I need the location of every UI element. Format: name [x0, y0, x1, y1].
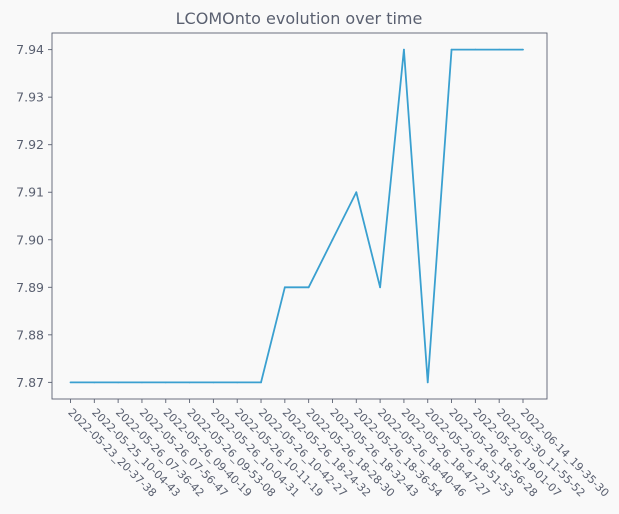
- data-point: [522, 48, 524, 51]
- data-point: [69, 381, 72, 384]
- y-tick-label: 7.87: [16, 375, 44, 390]
- series-line: [70, 48, 523, 384]
- data-point: [93, 381, 96, 384]
- data-point: [260, 381, 262, 384]
- plot-frame: [51, 32, 548, 400]
- data-point: [236, 381, 239, 384]
- y-tick-label: 7.92: [16, 137, 44, 152]
- data-point: [212, 381, 215, 384]
- data-point: [188, 381, 191, 384]
- data-point: [331, 238, 334, 241]
- y-tick-label: 7.88: [16, 327, 44, 342]
- data-point: [355, 191, 358, 194]
- data-point: [426, 381, 429, 384]
- data-point: [307, 286, 310, 289]
- y-tick-label: 7.89: [16, 280, 44, 295]
- y-tick-label: 7.90: [16, 232, 44, 247]
- plot-area: 7.877.887.897.907.917.927.937.942022-05-…: [16, 32, 611, 500]
- data-point: [164, 381, 167, 384]
- data-point: [403, 48, 405, 51]
- data-point: [283, 286, 286, 289]
- chart-title: LCOMOnto evolution over time: [176, 9, 423, 28]
- data-point: [117, 381, 120, 384]
- y-tick-label: 7.93: [16, 90, 44, 105]
- y-tick-label: 7.91: [16, 185, 44, 200]
- data-point: [450, 48, 453, 51]
- data-point: [498, 48, 501, 51]
- data-point: [379, 286, 382, 289]
- y-tick-label: 7.94: [16, 42, 44, 57]
- data-point: [141, 381, 143, 384]
- data-point: [474, 48, 477, 51]
